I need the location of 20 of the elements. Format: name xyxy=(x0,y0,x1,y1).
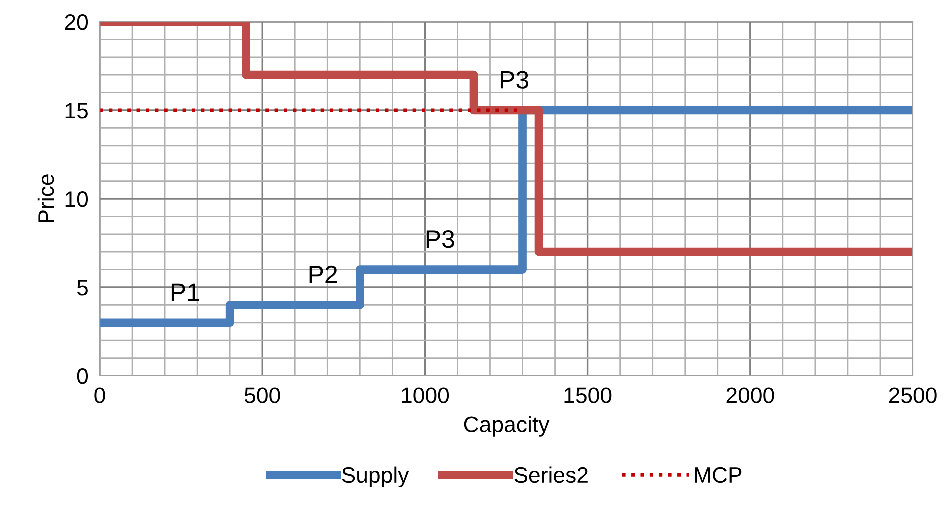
x-tick-label: 1000 xyxy=(402,388,450,404)
annotation: P3 xyxy=(426,230,454,248)
x-tick-label: 2500 xyxy=(889,388,937,404)
y-axis-title: Price xyxy=(38,174,54,222)
annotation: P1 xyxy=(172,284,200,302)
x-tick-label: 2000 xyxy=(726,388,774,404)
x-tick-label: 1500 xyxy=(564,388,612,404)
legend-label: Supply xyxy=(342,466,410,488)
y-tick-label: 20 xyxy=(65,14,88,30)
y-tick-label: 10 xyxy=(66,192,88,208)
x-axis-title: Capacity xyxy=(464,416,550,437)
x-tick-label: 0 xyxy=(94,388,106,404)
annotation: P2 xyxy=(310,266,338,284)
y-tick-label: 15 xyxy=(66,103,88,119)
y-tick-label: 0 xyxy=(77,368,88,384)
legend-label: MCP xyxy=(695,467,742,484)
annotation: P3 xyxy=(501,71,528,89)
legend-label: Series2 xyxy=(514,466,588,484)
y-tick-label: 5 xyxy=(77,280,88,296)
x-tick-label: 500 xyxy=(244,388,280,404)
